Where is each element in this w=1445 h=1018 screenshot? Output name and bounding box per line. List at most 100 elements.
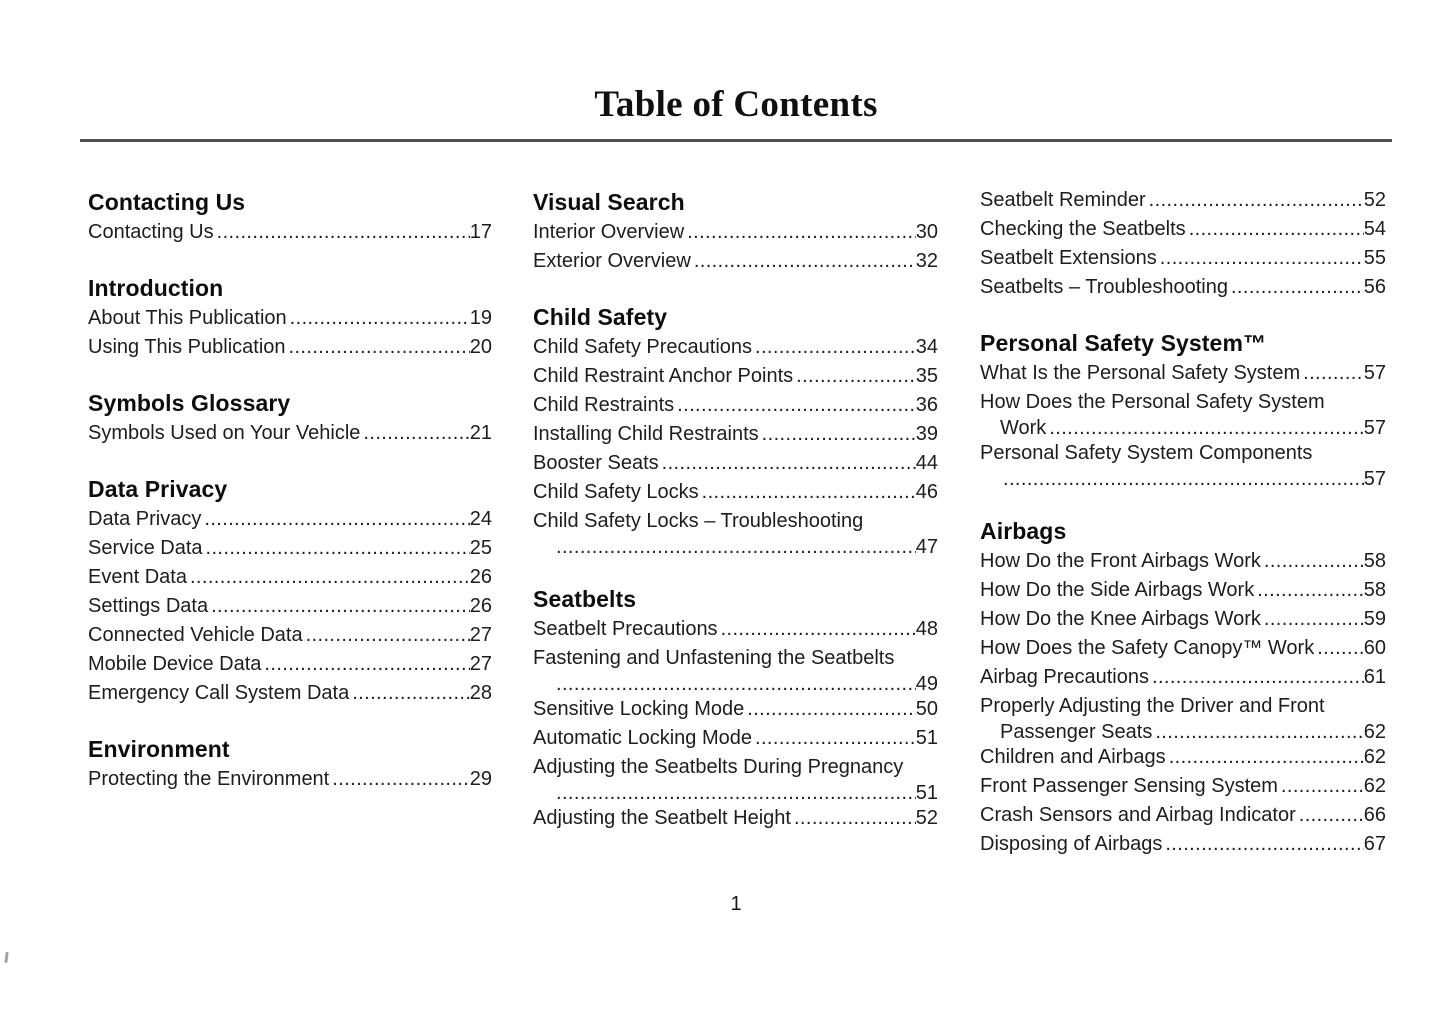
entry-label: Properly Adjusting the Driver and Front	[980, 695, 1325, 717]
entry-label: Child Restraint Anchor Points	[533, 365, 794, 387]
toc-entry: Child Safety Locks – Troubleshooting....…	[533, 507, 938, 558]
entry-page-number: 56	[1363, 276, 1386, 298]
toc-entry: Adjusting the Seatbelt Height...........…	[533, 804, 938, 833]
toc-entry: Adjusting the Seatbelts During Pregnancy…	[533, 753, 938, 804]
toc-entry: Mobile Device Data......................…	[88, 650, 492, 679]
entry-continuation-line: ........................................…	[533, 782, 938, 804]
dot-leader: ........................................…	[1263, 608, 1364, 630]
dot-leader: ........................................…	[352, 682, 470, 704]
entry-page-number: 58	[1363, 550, 1386, 572]
entry-label: Mobile Device Data	[88, 653, 262, 675]
dot-leader: ........................................…	[1148, 189, 1364, 211]
toc-entry: Connected Vehicle Data..................…	[88, 621, 492, 650]
entry-first-line: Adjusting the Seatbelts During Pregnancy	[533, 753, 938, 782]
dot-leader: ........................................…	[1049, 417, 1363, 439]
toc-section: Introduction About This Publication......…	[88, 272, 492, 362]
entry-page-number: 62	[1363, 746, 1386, 768]
entry-page-number: 29	[469, 768, 492, 790]
dot-leader: ........................................…	[1317, 637, 1364, 659]
entry-page-number: 27	[469, 653, 492, 675]
toc-entry: How Do the Front Airbags Work...........…	[980, 547, 1386, 576]
entry-first-line: How Do the Front Airbags Work...........…	[980, 547, 1386, 576]
entry-label: Airbag Precautions	[980, 666, 1149, 688]
toc-column: Seatbelt Reminder.......................…	[980, 186, 1386, 859]
header: Table of Contents	[80, 0, 1392, 142]
entry-page-number: 51	[915, 782, 938, 804]
entry-label: Seatbelts – Troubleshooting	[980, 276, 1228, 298]
toc-section: Seatbelts Seatbelt Precautions...........…	[533, 583, 938, 833]
dot-leader: ........................................…	[693, 250, 916, 272]
entry-first-line: Child Restraint Anchor Points...........…	[533, 362, 938, 391]
entry-page-number: 67	[1363, 833, 1386, 855]
entry-first-line: Children and Airbags....................…	[980, 743, 1386, 772]
entry-label: How Does the Personal Safety System	[980, 391, 1325, 413]
toc-entry: Airbag Precautions......................…	[980, 663, 1386, 692]
dot-leader: ........................................…	[1280, 775, 1364, 797]
section-heading: Environment	[88, 736, 230, 762]
entry-first-line: Contacting Us...........................…	[88, 218, 492, 247]
entry-label: Disposing of Airbags	[980, 833, 1163, 855]
section-heading: Child Safety	[533, 304, 668, 330]
toc-section: Visual Search Interior Overview..........…	[533, 186, 938, 276]
toc-entry: Interior Overview.......................…	[533, 218, 938, 247]
toc-entry: Child Restraints........................…	[533, 391, 938, 420]
entry-first-line: Automatic Locking Mode..................…	[533, 724, 938, 753]
entry-first-line: Front Passenger Sensing System..........…	[980, 772, 1386, 801]
dot-leader: ........................................…	[288, 336, 470, 358]
entry-first-line: Seatbelt Extensions.....................…	[980, 244, 1386, 273]
toc-section: Symbols Glossary Symbols Used on Your Veh…	[88, 387, 492, 448]
page-title: Table of Contents	[594, 84, 878, 125]
entry-first-line: Disposing of Airbags....................…	[980, 830, 1386, 859]
toc-entry: Booster Seats...........................…	[533, 449, 938, 478]
dot-leader: ........................................…	[1168, 746, 1364, 768]
page-number: 1	[730, 893, 742, 915]
toc-section: Child Safety Child Safety Precautions....…	[533, 301, 938, 558]
entry-page-number: 39	[915, 423, 938, 445]
entry-first-line: Child Safety Locks......................…	[533, 478, 938, 507]
entry-first-line: Service Data............................…	[88, 534, 492, 563]
entry-first-line: Exterior Overview.......................…	[533, 247, 938, 276]
entry-continuation-line: Passenger Seats.........................…	[980, 721, 1386, 743]
entry-label: Children and Airbags	[980, 746, 1166, 768]
toc-entry: Automatic Locking Mode..................…	[533, 724, 938, 753]
entry-label: Seatbelt Precautions	[533, 618, 718, 640]
entry-label: What Is the Personal Safety System	[980, 362, 1301, 384]
toc-section: Contacting Us Contacting Us..............…	[88, 186, 492, 247]
section-heading: Symbols Glossary	[88, 390, 291, 416]
toc-entry: How Do the Side Airbags Work............…	[980, 576, 1386, 605]
section-heading: Introduction	[88, 275, 224, 301]
section-heading: Visual Search	[533, 189, 685, 215]
dot-leader: ........................................…	[793, 807, 916, 829]
entry-first-line: Installing Child Restraints.............…	[533, 420, 938, 449]
entry-first-line: Crash Sensors and Airbag Indicator......…	[980, 801, 1386, 830]
entry-page-number: 32	[915, 250, 938, 272]
entry-first-line: Using This Publication..................…	[88, 333, 492, 362]
entry-page-number: 19	[469, 307, 492, 329]
toc-entry: Child Safety Locks......................…	[533, 478, 938, 507]
entry-label: Seatbelt Extensions	[980, 247, 1157, 269]
entry-label: Connected Vehicle Data	[88, 624, 303, 646]
entry-first-line: Checking the Seatbelts..................…	[980, 215, 1386, 244]
toc-entry: How Does the Personal Safety System Work.…	[980, 388, 1386, 439]
entry-page-number: 57	[1363, 468, 1386, 490]
dot-leader: ........................................…	[755, 336, 916, 358]
entry-page-number: 36	[915, 394, 938, 416]
entry-page-number: 27	[469, 624, 492, 646]
dot-leader: ........................................…	[761, 423, 916, 445]
toc-entry: Crash Sensors and Airbag Indicator......…	[980, 801, 1386, 830]
entry-label: Sensitive Locking Mode	[533, 698, 745, 720]
entry-label: Automatic Locking Mode	[533, 727, 753, 749]
entry-label-continued: Work	[1000, 417, 1047, 439]
entry-page-number: 55	[1363, 247, 1386, 269]
entry-page-number: 62	[1363, 775, 1386, 797]
entry-page-number: 57	[1363, 362, 1386, 384]
entry-page-number: 48	[915, 618, 938, 640]
entry-page-number: 57	[1363, 417, 1386, 439]
entry-first-line: Connected Vehicle Data..................…	[88, 621, 492, 650]
entry-page-number: 61	[1363, 666, 1386, 688]
toc-entry: Installing Child Restraints.............…	[533, 420, 938, 449]
entry-first-line: Event Data..............................…	[88, 563, 492, 592]
toc-entry: Front Passenger Sensing System..........…	[980, 772, 1386, 801]
entry-first-line: Booster Seats...........................…	[533, 449, 938, 478]
entry-page-number: 20	[469, 336, 492, 358]
